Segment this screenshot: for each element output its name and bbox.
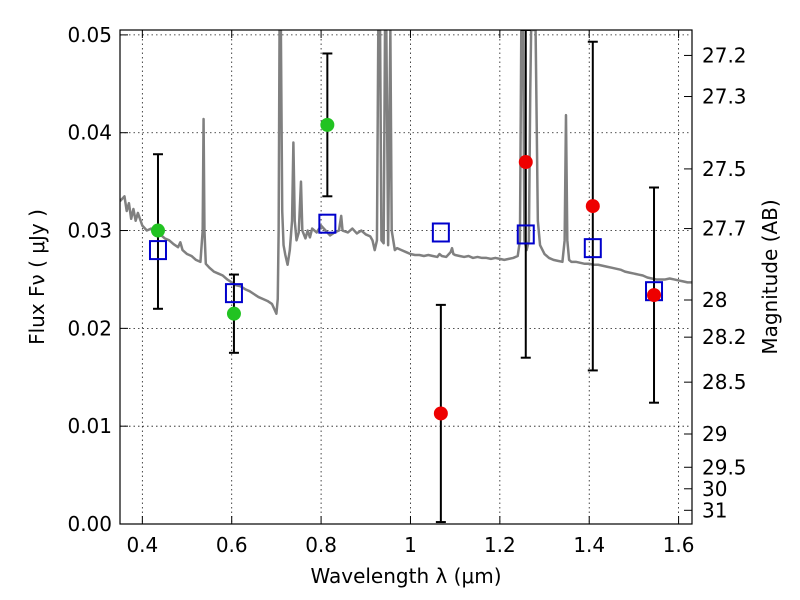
model-spectrum-line <box>120 30 692 315</box>
right-tick-label: 30 <box>702 477 727 501</box>
spectrum-layer <box>120 30 692 315</box>
y-tick-label: 0.01 <box>67 414 112 438</box>
right-tick-label: 29.5 <box>702 455 747 479</box>
x-axis-ticks: 0.4 0.6 0.8 1 1.2 1.4 1.6 <box>126 30 695 557</box>
right-tick-label: 27.5 <box>702 157 747 181</box>
y-tick-label: 0.00 <box>67 512 112 536</box>
observed-point <box>585 199 600 214</box>
observed-point <box>150 223 165 238</box>
x-tick-label: 0.4 <box>126 533 158 557</box>
y-axis-label: Flux Fν ( μJy ) <box>25 209 49 345</box>
model-photometry-square <box>516 224 535 245</box>
y-tick-label: 0.03 <box>67 219 112 243</box>
x-tick-label: 1.6 <box>663 533 695 557</box>
x-axis-label: Wavelength λ (μm) <box>310 564 501 588</box>
x-tick-label: 1.2 <box>484 533 516 557</box>
right-tick-label: 28 <box>702 288 727 312</box>
data-points <box>148 117 664 421</box>
observed-point <box>518 155 533 170</box>
observed-point <box>226 306 241 321</box>
right-tick-label: 27.7 <box>702 217 747 241</box>
x-tick-label: 1 <box>404 533 417 557</box>
model-photometry-square <box>583 238 602 259</box>
model-photometry-square <box>148 240 167 261</box>
y-axis-ticks: 0.00 0.01 0.02 0.03 0.04 0.05 <box>67 23 128 536</box>
right-tick-label: 27.2 <box>702 43 747 67</box>
x-tick-label: 1.4 <box>573 533 605 557</box>
y-tick-label: 0.05 <box>67 23 112 47</box>
right-tick-label: 28.5 <box>702 370 747 394</box>
model-photometry-square <box>431 222 450 243</box>
observed-point <box>433 406 448 421</box>
plot-frame <box>119 29 693 525</box>
observed-point <box>647 288 662 303</box>
y-tick-label: 0.02 <box>67 316 112 340</box>
right-tick-label: 29 <box>702 422 727 446</box>
x-tick-label: 0.6 <box>216 533 248 557</box>
observed-point <box>320 117 335 132</box>
right-tick-label: 31 <box>702 498 727 522</box>
y-tick-label: 0.04 <box>67 121 112 145</box>
right-tick-label: 28.2 <box>702 325 747 349</box>
x-tick-label: 0.8 <box>305 533 337 557</box>
right-axis-label: Magnitude (AB) <box>758 199 782 354</box>
model-photometry-square <box>224 283 243 304</box>
right-tick-label: 27.3 <box>702 85 747 109</box>
model-photometry-square <box>318 213 337 234</box>
